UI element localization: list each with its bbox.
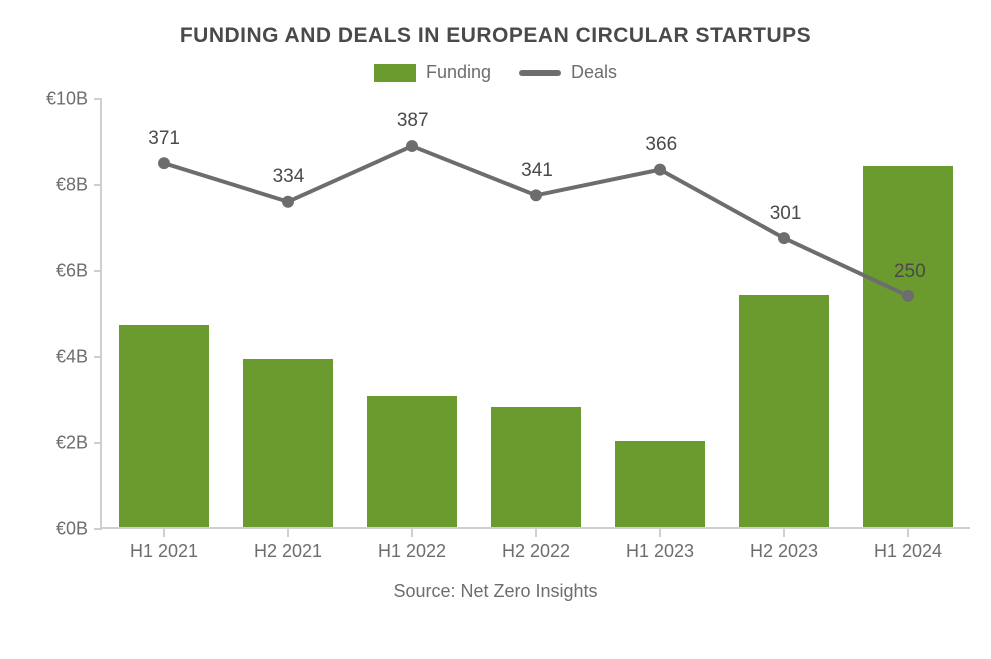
x-tick-label: H2 2023 — [750, 527, 818, 562]
y-tick-label: €8B — [56, 175, 102, 196]
bar-slot: H2 2022 — [474, 99, 598, 527]
legend-line-icon — [519, 70, 561, 76]
chart-legend: Funding Deals — [30, 62, 961, 83]
x-tick-label: H2 2021 — [254, 527, 322, 562]
bars-layer: H1 2021H2 2021H1 2022H2 2022H1 2023H2 20… — [102, 99, 970, 527]
x-tick-label: H1 2022 — [378, 527, 446, 562]
chart-container: FUNDING AND DEALS IN EUROPEAN CIRCULAR S… — [0, 0, 991, 659]
bar-slot: H1 2023 — [598, 99, 722, 527]
x-tick-label: H1 2021 — [130, 527, 198, 562]
bar-slot: H1 2024 — [846, 99, 970, 527]
bar-slot: H1 2022 — [350, 99, 474, 527]
y-tick-label: €4B — [56, 347, 102, 368]
x-tick-label: H2 2022 — [502, 527, 570, 562]
chart-area: H1 2021H2 2021H1 2022H2 2022H1 2023H2 20… — [100, 99, 941, 529]
bar-slot: H2 2023 — [722, 99, 846, 527]
bar-slot: H2 2021 — [226, 99, 350, 527]
x-tick-label: H1 2024 — [874, 527, 942, 562]
legend-swatch-icon — [374, 64, 416, 82]
chart-title: FUNDING AND DEALS IN EUROPEAN CIRCULAR S… — [30, 24, 961, 48]
plot-region: H1 2021H2 2021H1 2022H2 2022H1 2023H2 20… — [100, 99, 970, 529]
y-tick-label: €2B — [56, 433, 102, 454]
x-tick-label: H1 2023 — [626, 527, 694, 562]
bar-funding — [119, 325, 208, 527]
bar-slot: H1 2021 — [102, 99, 226, 527]
legend-item-deals: Deals — [519, 62, 617, 83]
legend-label: Funding — [426, 62, 491, 83]
y-tick-label: €0B — [56, 519, 102, 540]
y-tick-label: €6B — [56, 261, 102, 282]
legend-label: Deals — [571, 62, 617, 83]
legend-item-funding: Funding — [374, 62, 491, 83]
bar-funding — [863, 166, 952, 527]
y-tick-label: €10B — [46, 89, 102, 110]
bar-funding — [615, 441, 704, 527]
bar-funding — [491, 407, 580, 527]
bar-funding — [243, 359, 332, 527]
chart-source: Source: Net Zero Insights — [30, 581, 961, 602]
bar-funding — [739, 295, 828, 527]
bar-funding — [367, 396, 456, 527]
